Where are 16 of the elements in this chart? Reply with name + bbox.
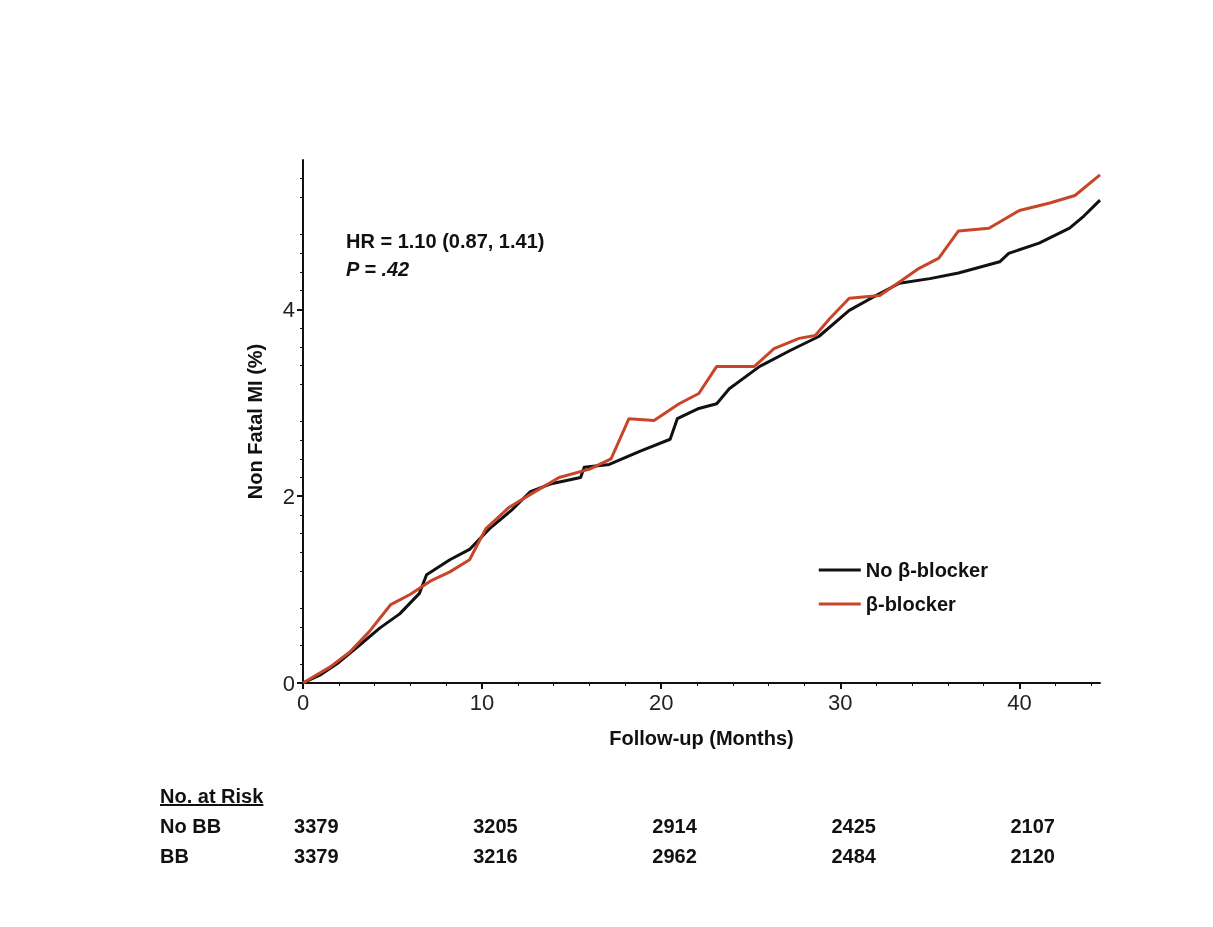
- y-tick-label: 4: [282, 296, 295, 322]
- text: No BB 3379 3205 2914 2425 2107: [160, 815, 1055, 837]
- text: BB 3379 3216 2962 2484 2120: [160, 845, 1055, 867]
- annotation: HR = 1.10 (0.87, 1.41): [346, 230, 545, 253]
- x-tick-label: 20: [648, 689, 674, 715]
- y-tick-label: 0: [282, 670, 295, 696]
- x-tick-label: 40: [1007, 689, 1032, 715]
- text: No. at Risk: [160, 785, 264, 808]
- legend-label: No β-blocker: [865, 559, 989, 581]
- legend-label: β-blocker: [865, 593, 956, 615]
- y-axis-title: Non Fatal MI (%): [244, 343, 266, 500]
- x-tick-label: 30: [828, 689, 853, 715]
- x-axis-title: Follow-up (Months): [609, 727, 794, 749]
- annotation: P = .42: [346, 258, 410, 281]
- x-tick-label: 10: [469, 689, 495, 715]
- y-tick-label: 2: [282, 483, 295, 509]
